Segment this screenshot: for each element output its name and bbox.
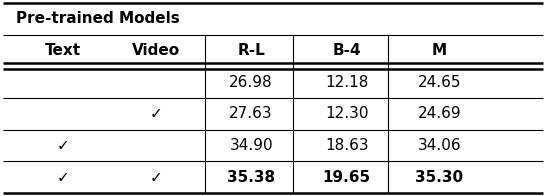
Text: 26.98: 26.98 (229, 75, 273, 90)
Text: 18.63: 18.63 (325, 138, 369, 153)
Text: 35.38: 35.38 (227, 170, 275, 185)
Text: ✓: ✓ (56, 138, 69, 153)
Text: 19.65: 19.65 (323, 170, 371, 185)
Text: 27.63: 27.63 (229, 106, 273, 121)
Text: 24.69: 24.69 (418, 106, 461, 121)
Text: 12.30: 12.30 (325, 106, 369, 121)
Text: R-L: R-L (238, 43, 265, 58)
Text: M: M (432, 43, 447, 58)
Text: ✓: ✓ (56, 170, 69, 185)
Text: Video: Video (132, 43, 180, 58)
Text: 12.18: 12.18 (325, 75, 369, 90)
Text: Pre-trained Models: Pre-trained Models (16, 11, 180, 26)
Text: ✓: ✓ (149, 106, 162, 121)
Text: 35.30: 35.30 (416, 170, 464, 185)
Text: B-4: B-4 (333, 43, 361, 58)
Text: 24.65: 24.65 (418, 75, 461, 90)
Text: 34.06: 34.06 (418, 138, 461, 153)
Text: ✓: ✓ (149, 170, 162, 185)
Text: 34.90: 34.90 (229, 138, 273, 153)
Text: Text: Text (45, 43, 81, 58)
